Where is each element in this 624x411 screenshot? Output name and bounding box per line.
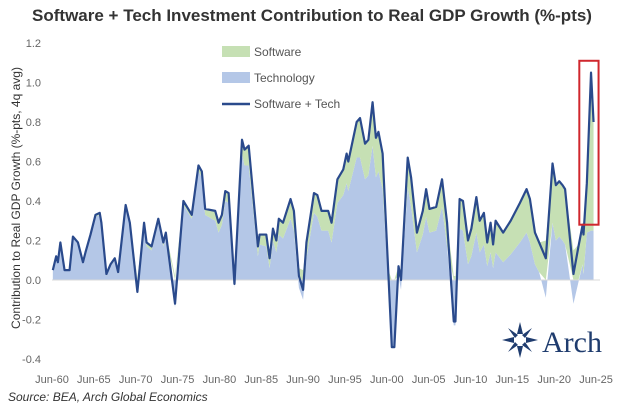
y-tick-label: -0.2 — [22, 315, 41, 327]
legend-swatch-software — [222, 46, 250, 57]
y-tick-label: 0.0 — [26, 275, 41, 287]
x-tick-label: Jun-85 — [244, 374, 278, 386]
legend-label-total: Software + Tech — [254, 97, 340, 111]
line-layer — [51, 59, 600, 349]
x-tick-label: Jun-05 — [412, 374, 446, 386]
legend-label-technology: Technology — [254, 71, 315, 85]
x-tick-label: Jun-75 — [161, 374, 195, 386]
highlight-box — [578, 59, 600, 226]
y-tick-label: 0.8 — [26, 117, 41, 129]
source-note: Source: BEA, Arch Global Economics — [8, 390, 208, 404]
arch-star-icon — [502, 322, 538, 358]
technology-area — [52, 145, 594, 348]
legend-swatch-technology — [222, 72, 250, 83]
y-axis-ticks: 1.2 1.0 0.8 0.6 0.4 0.2 0.0 -0.2 -0.4 — [22, 38, 41, 366]
x-tick-label: Jun-25 — [579, 374, 613, 386]
arch-logo: Arch — [502, 322, 602, 359]
x-tick-label: Jun-95 — [328, 374, 362, 386]
x-tick-label: Jun-80 — [203, 374, 237, 386]
x-tick-label: Jun-10 — [454, 374, 488, 386]
x-tick-label: Jun-15 — [496, 374, 530, 386]
total-line — [51, 71, 595, 349]
legend-label-software: Software — [254, 45, 302, 59]
y-tick-label: 0.4 — [26, 196, 41, 208]
y-tick-label: 1.2 — [26, 38, 41, 50]
x-tick-label: Jun-70 — [119, 374, 153, 386]
y-tick-label: 1.0 — [26, 78, 41, 90]
y-tick-label: 0.6 — [26, 157, 41, 169]
y-tick-label: -0.4 — [22, 354, 41, 366]
x-tick-label: Jun-20 — [537, 374, 571, 386]
x-tick-label: Jun-60 — [35, 374, 69, 386]
y-axis-label: Contribution to Real GDP Growth (%-pts, … — [9, 67, 23, 329]
y-tick-label: 0.2 — [26, 236, 41, 248]
x-tick-label: Jun-65 — [77, 374, 111, 386]
x-tick-label: Jun-90 — [286, 374, 320, 386]
x-tick-label: Jun-00 — [370, 374, 404, 386]
x-axis-ticks: Jun-60 Jun-65 Jun-70 Jun-75 Jun-80 Jun-85 Jun-… — [35, 374, 613, 386]
chart-title: Software + Tech Investment Contribution … — [32, 6, 592, 25]
arch-logo-text: Arch — [542, 326, 602, 359]
legend: Software Technology Software + Tech — [222, 45, 340, 111]
